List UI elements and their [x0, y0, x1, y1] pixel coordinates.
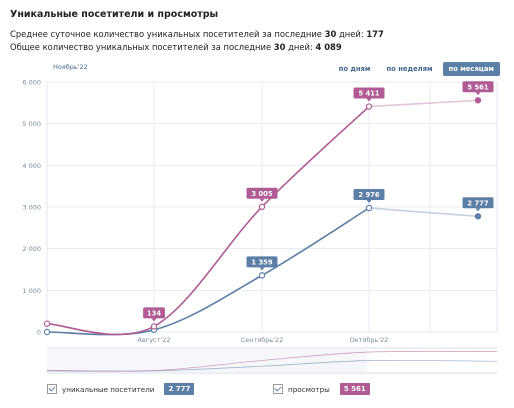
data-label: 2 777: [467, 199, 489, 207]
data-label-pointer: [151, 318, 157, 322]
y-tick-label: 0: [37, 329, 41, 337]
data-label: 2 976: [358, 191, 380, 199]
stat2-value: 4 089: [315, 42, 342, 52]
total-visitors: Общее количество уникальных посетителей …: [10, 42, 342, 52]
range-navigator[interactable]: [46, 347, 498, 374]
data-label-pointer: [366, 98, 372, 102]
stat2-days: 30: [273, 42, 286, 52]
data-label: 5 411: [358, 90, 380, 98]
data-label-pointer: [259, 198, 265, 202]
y-tick-label: 4 000: [22, 162, 41, 170]
stat2-label: Общее количество уникальных посетителей …: [10, 42, 272, 52]
stat1-label: Среднее суточное количество уникальных п…: [10, 29, 322, 39]
legend-visitors-label: уникальные посетители: [62, 384, 155, 394]
series-line-0: [46, 207, 370, 336]
series-line-projection-0: [368, 207, 479, 218]
data-point: [43, 328, 51, 336]
navigator-line-1: [46, 350, 498, 372]
data-point: [365, 103, 373, 110]
legend-views-value: 5 561: [339, 383, 370, 395]
views-checkbox[interactable]: [273, 384, 283, 394]
data-label-pointer: [366, 200, 372, 203]
data-label: 5 561: [467, 83, 489, 91]
x-tick-label: Август'22: [138, 336, 171, 344]
toggle-by-week[interactable]: по неделям: [386, 65, 433, 73]
chart-title: Уникальные посетители и просмотры: [10, 9, 219, 20]
legend-views[interactable]: просмотры 5 561: [273, 383, 370, 395]
x-tick-label: Сентябрь'22: [241, 336, 284, 344]
visitors-checkbox[interactable]: [47, 384, 57, 394]
data-point: [474, 97, 482, 104]
data-point: [150, 323, 158, 330]
y-tick-label: 6 000: [22, 79, 41, 87]
series-line-projection-1: [368, 99, 479, 108]
data-label: 3 005: [251, 190, 273, 198]
data-point: [474, 213, 482, 220]
legend-visitors[interactable]: уникальные посетители 2 777: [47, 383, 195, 395]
legend-views-label: просмотры: [288, 384, 330, 394]
stat1-value: 177: [366, 29, 384, 39]
data-label-bg: [143, 307, 165, 319]
data-label-bg: [353, 87, 385, 99]
data-label: 134: [147, 309, 161, 317]
y-tick-label: 2 000: [22, 245, 41, 253]
average-daily-visitors: Среднее суточное количество уникальных п…: [10, 29, 384, 39]
data-point: [43, 320, 51, 327]
range-label: Ноябрь'22: [53, 63, 88, 71]
data-point: [365, 204, 373, 212]
x-tick-label: Октябрь'22: [350, 336, 389, 344]
stat1-suffix: дней:: [338, 29, 364, 39]
toggle-by-day[interactable]: по дням: [338, 65, 371, 73]
data-point: [258, 203, 266, 210]
data-label-bg: [353, 189, 385, 200]
y-tick-label: 1 000: [22, 287, 41, 295]
data-label-pointer: [475, 208, 481, 212]
legend-visitors-value: 2 777: [164, 383, 195, 395]
period-toggles: по дням по неделям по месяцам: [333, 62, 500, 76]
stat1-days: 30: [324, 29, 337, 39]
y-tick-label: 3 000: [22, 204, 41, 212]
data-label-bg: [246, 256, 278, 268]
data-label-bg: [462, 81, 494, 93]
data-label-pointer: [259, 267, 265, 271]
data-label-bg: [246, 187, 278, 199]
data-label: 1 359: [251, 258, 273, 266]
data-label-pointer: [475, 92, 481, 96]
toggle-by-month[interactable]: по месяцам: [442, 62, 500, 76]
series-line-1: [46, 105, 370, 336]
data-point: [258, 272, 266, 279]
stat2-suffix: дней:: [288, 42, 313, 52]
y-tick-label: 5 000: [22, 120, 41, 128]
data-label-bg: [462, 197, 494, 209]
